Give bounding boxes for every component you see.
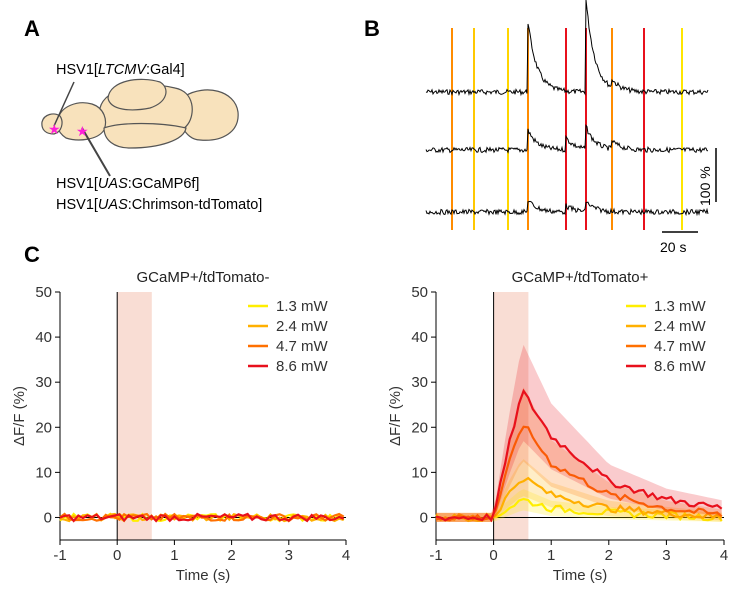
- chart-title: GCaMP+/tdTomato-: [137, 269, 270, 286]
- injection-star-icon: ★: [76, 123, 89, 139]
- needle-bottom: [81, 127, 111, 177]
- y-tick-label: 40: [35, 329, 52, 346]
- legend-label: 2.4 mW: [654, 318, 707, 335]
- y-tick-label: 20: [35, 419, 52, 436]
- x-tick-label: -1: [53, 547, 66, 564]
- chart-tdtomato-pos: 0 10 20 30 40 50 -1 0 1 2 3 4 Time (s) ΔF/F (%) GCaMP+…: [387, 269, 728, 584]
- x-tick-label: 2: [605, 547, 613, 564]
- x-tick-label: 0: [113, 547, 121, 564]
- y-tick-label: 50: [35, 284, 52, 301]
- series-line: [59, 512, 345, 523]
- series-band: [436, 344, 722, 522]
- panel-letter-a: A: [24, 16, 40, 41]
- chart-tdtomato-neg: 0 10 20 30 40 50 -1 0 1 2 3 4 Time (s) ΔF/F (%) GCaMP+…: [11, 269, 350, 584]
- cerebellum-shape: [107, 78, 167, 111]
- label-uas-chrimson: HSV1[UAS:Chrimson-tdTomato]: [56, 197, 263, 213]
- series-line: [435, 388, 723, 523]
- y-tick-label: 0: [420, 509, 428, 526]
- chart-title: GCaMP+/tdTomato+: [512, 269, 649, 286]
- panel-letter-c: C: [24, 242, 40, 267]
- x-tick-label: 0: [489, 547, 497, 564]
- legend-label: 8.6 mW: [654, 358, 707, 375]
- legend-label: 4.7 mW: [276, 338, 329, 355]
- y-scale-label: 100 %: [697, 166, 713, 206]
- injection-star-icon: ★: [48, 121, 61, 137]
- x-scale-label: 20 s: [660, 239, 686, 255]
- trace-lines: [425, 0, 709, 217]
- series-band: [436, 387, 722, 522]
- hindbrain-shape: [182, 89, 239, 141]
- y-tick-label: 40: [411, 329, 428, 346]
- y-axis-label: ΔF/F (%): [11, 386, 28, 446]
- legend-label: 1.3 mW: [276, 298, 329, 315]
- panel-letter-b: B: [364, 16, 380, 41]
- legend-label: 2.4 mW: [276, 318, 329, 335]
- trace-line: [425, 200, 709, 217]
- needle-top: [53, 81, 75, 127]
- x-tick-label: 1: [170, 547, 178, 564]
- x-tick-label: 4: [720, 547, 728, 564]
- trace-line: [425, 0, 709, 97]
- x-tick-label: 2: [227, 547, 235, 564]
- legend-label: 1.3 mW: [654, 298, 707, 315]
- stim-window: [117, 292, 152, 540]
- trace-line: [425, 124, 709, 154]
- x-tick-label: 4: [342, 547, 350, 564]
- legend-label: 8.6 mW: [276, 358, 329, 375]
- y-tick-label: 0: [44, 509, 52, 526]
- x-tick-label: 1: [547, 547, 555, 564]
- y-tick-label: 10: [411, 464, 428, 481]
- y-axis-label: ΔF/F (%): [387, 386, 404, 446]
- x-tick-label: 3: [662, 547, 670, 564]
- x-tick-label: -1: [429, 547, 442, 564]
- x-axis-label: Time (s): [176, 567, 230, 584]
- y-tick-label: 30: [411, 374, 428, 391]
- legend-label: 4.7 mW: [654, 338, 707, 355]
- x-axis-label: Time (s): [553, 567, 607, 584]
- label-ltcmv-gal4: HSV1[LTCMV:Gal4]: [56, 62, 185, 78]
- label-uas-gcamp6f: HSV1[UAS:GCaMP6f]: [56, 176, 200, 192]
- y-tick-label: 30: [35, 374, 52, 391]
- y-tick-label: 20: [411, 419, 428, 436]
- y-tick-label: 10: [35, 464, 52, 481]
- x-tick-label: 3: [285, 547, 293, 564]
- y-tick-label: 50: [411, 284, 428, 301]
- series-line: [59, 512, 345, 523]
- lower-tectum-shape: [103, 122, 187, 149]
